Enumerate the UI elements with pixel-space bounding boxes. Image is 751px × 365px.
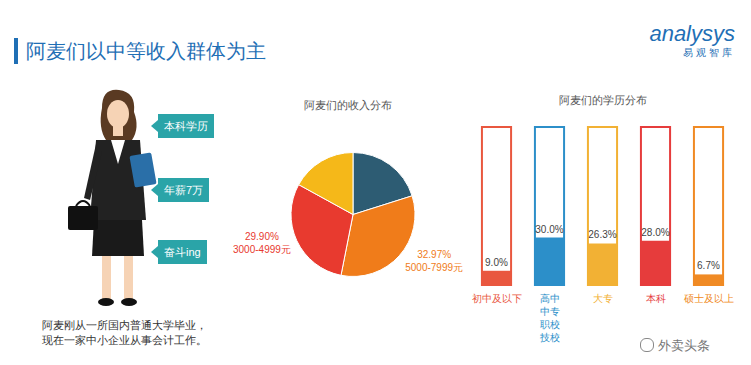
svg-text:大专: 大专	[593, 293, 613, 304]
html-text:外卖头条: 外卖头条	[658, 338, 710, 353]
svg-text:初中及以下: 初中及以下	[472, 293, 522, 304]
html-text:阿麦们以中等收入群体为主: 阿麦们以中等收入群体为主	[26, 40, 266, 62]
svg-text:32.97%5000-7999元: 32.97%5000-7999元	[405, 249, 463, 273]
html-text:年薪7万: 年薪7万	[164, 184, 204, 196]
svg-text:6.7%: 6.7%	[697, 260, 720, 271]
svg-text:本科: 本科	[646, 293, 666, 304]
svg-text:阿麦们的收入分布: 阿麦们的收入分布	[304, 99, 392, 111]
svg-text:硕士及以上: 硕士及以上	[683, 293, 734, 304]
svg-text:高中中专职校技校: 高中中专职校技校	[539, 293, 560, 343]
html-text:易观智库: 易观智库	[683, 47, 735, 58]
html-text:本科学历: 本科学历	[164, 120, 208, 132]
html-text:analysys: analysys	[649, 21, 735, 46]
svg-text:29.90%3000-4999元: 29.90%3000-4999元	[233, 231, 291, 255]
html-text:奋斗ing: 奋斗ing	[164, 246, 201, 258]
svg-text:28.0%: 28.0%	[641, 227, 669, 238]
svg-text:30.0%: 30.0%	[535, 224, 563, 235]
svg-text:阿麦们的学历分布: 阿麦们的学历分布	[559, 94, 647, 106]
svg-text:26.3%: 26.3%	[588, 229, 616, 240]
html-text:阿麦刚从一所国内普通大学毕业，现在一家中小企业从事会计工作。: 阿麦刚从一所国内普通大学毕业，现在一家中小企业从事会计工作。	[42, 319, 207, 346]
svg-text:9.0%: 9.0%	[485, 257, 508, 268]
